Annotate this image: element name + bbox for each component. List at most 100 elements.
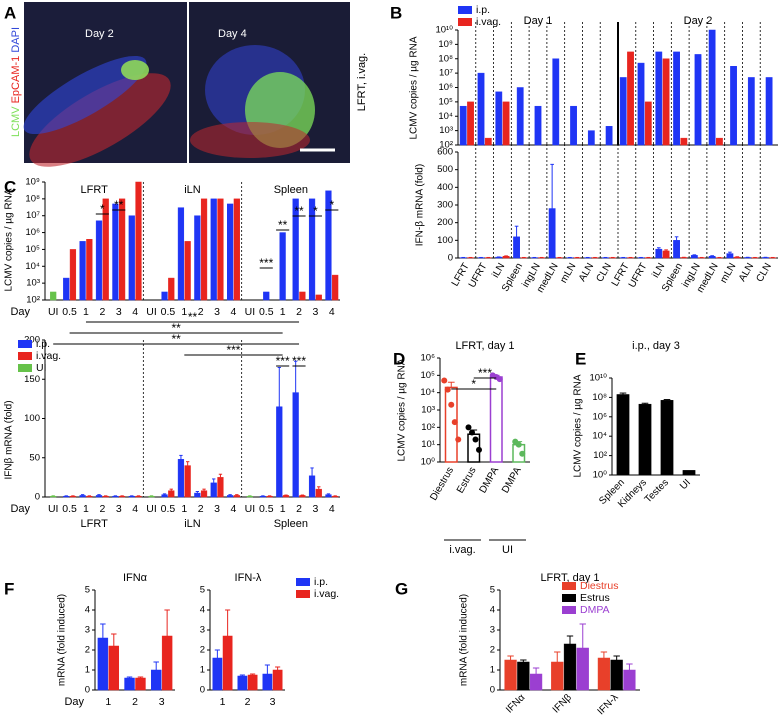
x-tick-label: mLN: [718, 261, 738, 285]
legend-label: i.p.: [36, 338, 50, 350]
bar: [194, 492, 201, 498]
x-tick-label: 3: [116, 503, 122, 515]
legend-label: UI: [36, 362, 47, 374]
bar: [210, 198, 217, 301]
y-tick-label: 10⁴: [438, 111, 453, 122]
x-tick-label: UI: [48, 306, 59, 318]
x-axis-label: Day: [64, 696, 84, 708]
bar: [513, 236, 520, 259]
bar: [489, 376, 503, 463]
bar: [315, 294, 322, 301]
y-tick-label: 10²: [593, 450, 607, 461]
panel-letter: A: [4, 3, 16, 22]
x-tick-label: UFRT: [627, 261, 650, 289]
x-tick-label: 0.5: [161, 503, 176, 515]
bar: [502, 101, 510, 146]
bar: [680, 137, 688, 146]
legend-label: Estrus: [580, 592, 610, 604]
x-tick-label: UFRT: [467, 261, 490, 289]
significance: ***: [226, 343, 240, 357]
y-tick-label: 1: [490, 665, 495, 676]
bar: [50, 291, 57, 301]
y-tick-label: 10¹⁰: [435, 25, 453, 36]
data-point: [451, 419, 458, 426]
y-tick-label: 0: [200, 685, 205, 696]
y-tick-label: 10⁵: [25, 244, 40, 255]
bar: [587, 130, 595, 146]
x-tick-label: 1: [83, 306, 89, 318]
stain-legend: LCMV EpCAM-1 DAPI: [10, 27, 22, 137]
bar: [299, 291, 306, 301]
bar: [484, 137, 492, 146]
y-tick-label: 600: [437, 147, 453, 158]
panel-letter: B: [390, 3, 402, 22]
x-tick-label: CLN: [754, 261, 774, 284]
bar: [263, 291, 270, 301]
x-axis-label: Day: [10, 503, 30, 515]
y-tick-label: 100: [437, 235, 453, 246]
bar: [673, 240, 680, 259]
legend-label: i.vag.: [314, 588, 339, 600]
y-tick-label: 10⁶: [421, 353, 436, 364]
significance: ***: [478, 366, 492, 380]
x-tick-label: 1: [220, 696, 226, 708]
bar: [502, 255, 510, 259]
y-tick-label: 0: [35, 492, 40, 503]
group-label: Day 1: [524, 15, 553, 27]
bar: [135, 181, 142, 301]
legend-swatch: [458, 6, 472, 14]
bar: [325, 190, 332, 301]
x-tick-label: ALN: [577, 261, 596, 283]
x-tick-label: 2: [99, 503, 105, 515]
bar: [177, 459, 185, 498]
y-tick-label: 1: [200, 665, 205, 676]
y-tick-label: 10²: [439, 140, 453, 151]
image-label: Day 4: [218, 28, 247, 40]
bar: [184, 465, 191, 498]
bar: [708, 29, 716, 146]
bar: [644, 101, 652, 146]
y-tick-label: 10⁹: [25, 177, 40, 188]
x-tick-label: 2: [132, 696, 138, 708]
bar: [504, 659, 517, 691]
bar: [112, 203, 119, 301]
x-tick-label: ALN: [737, 261, 756, 283]
y-tick-label: 3: [200, 625, 205, 636]
bar: [102, 495, 109, 498]
bar: [623, 669, 636, 691]
bar: [292, 198, 299, 301]
significance: *: [471, 377, 476, 391]
bar: [570, 105, 577, 146]
bar: [325, 494, 332, 498]
stain: EpCAM-1: [10, 56, 22, 104]
group-label: UI: [502, 544, 513, 556]
bar: [177, 207, 185, 301]
y-axis-label: LCMV copies / µg RNA: [397, 358, 408, 461]
group-label: iLN: [184, 184, 201, 196]
data-point: [469, 429, 475, 436]
data-point: [472, 436, 479, 443]
bar: [210, 482, 217, 498]
bar: [308, 475, 316, 498]
bar: [63, 495, 70, 498]
bar: [128, 495, 135, 498]
y-tick-label: 3: [490, 625, 495, 636]
y-tick-label: 10³: [421, 405, 435, 416]
bar: [95, 220, 103, 301]
data-point: [519, 450, 526, 457]
y-tick-label: 10⁶: [26, 227, 41, 238]
bar: [168, 277, 175, 301]
x-tick-label: 4: [329, 306, 335, 318]
y-axis-label: mRNA (fold induced): [459, 594, 470, 686]
x-tick-label: Testes: [643, 477, 671, 505]
bar: [161, 291, 168, 301]
y-tick-label: 10⁸: [438, 53, 453, 64]
x-tick-label: 2: [99, 306, 105, 318]
tissue: [23, 55, 147, 135]
y-axis-label: LCMV copies / µg RNA: [409, 36, 420, 139]
bar: [315, 488, 322, 498]
bar: [690, 255, 698, 259]
bar: [63, 277, 70, 301]
y-tick-label: 10³: [439, 125, 453, 136]
